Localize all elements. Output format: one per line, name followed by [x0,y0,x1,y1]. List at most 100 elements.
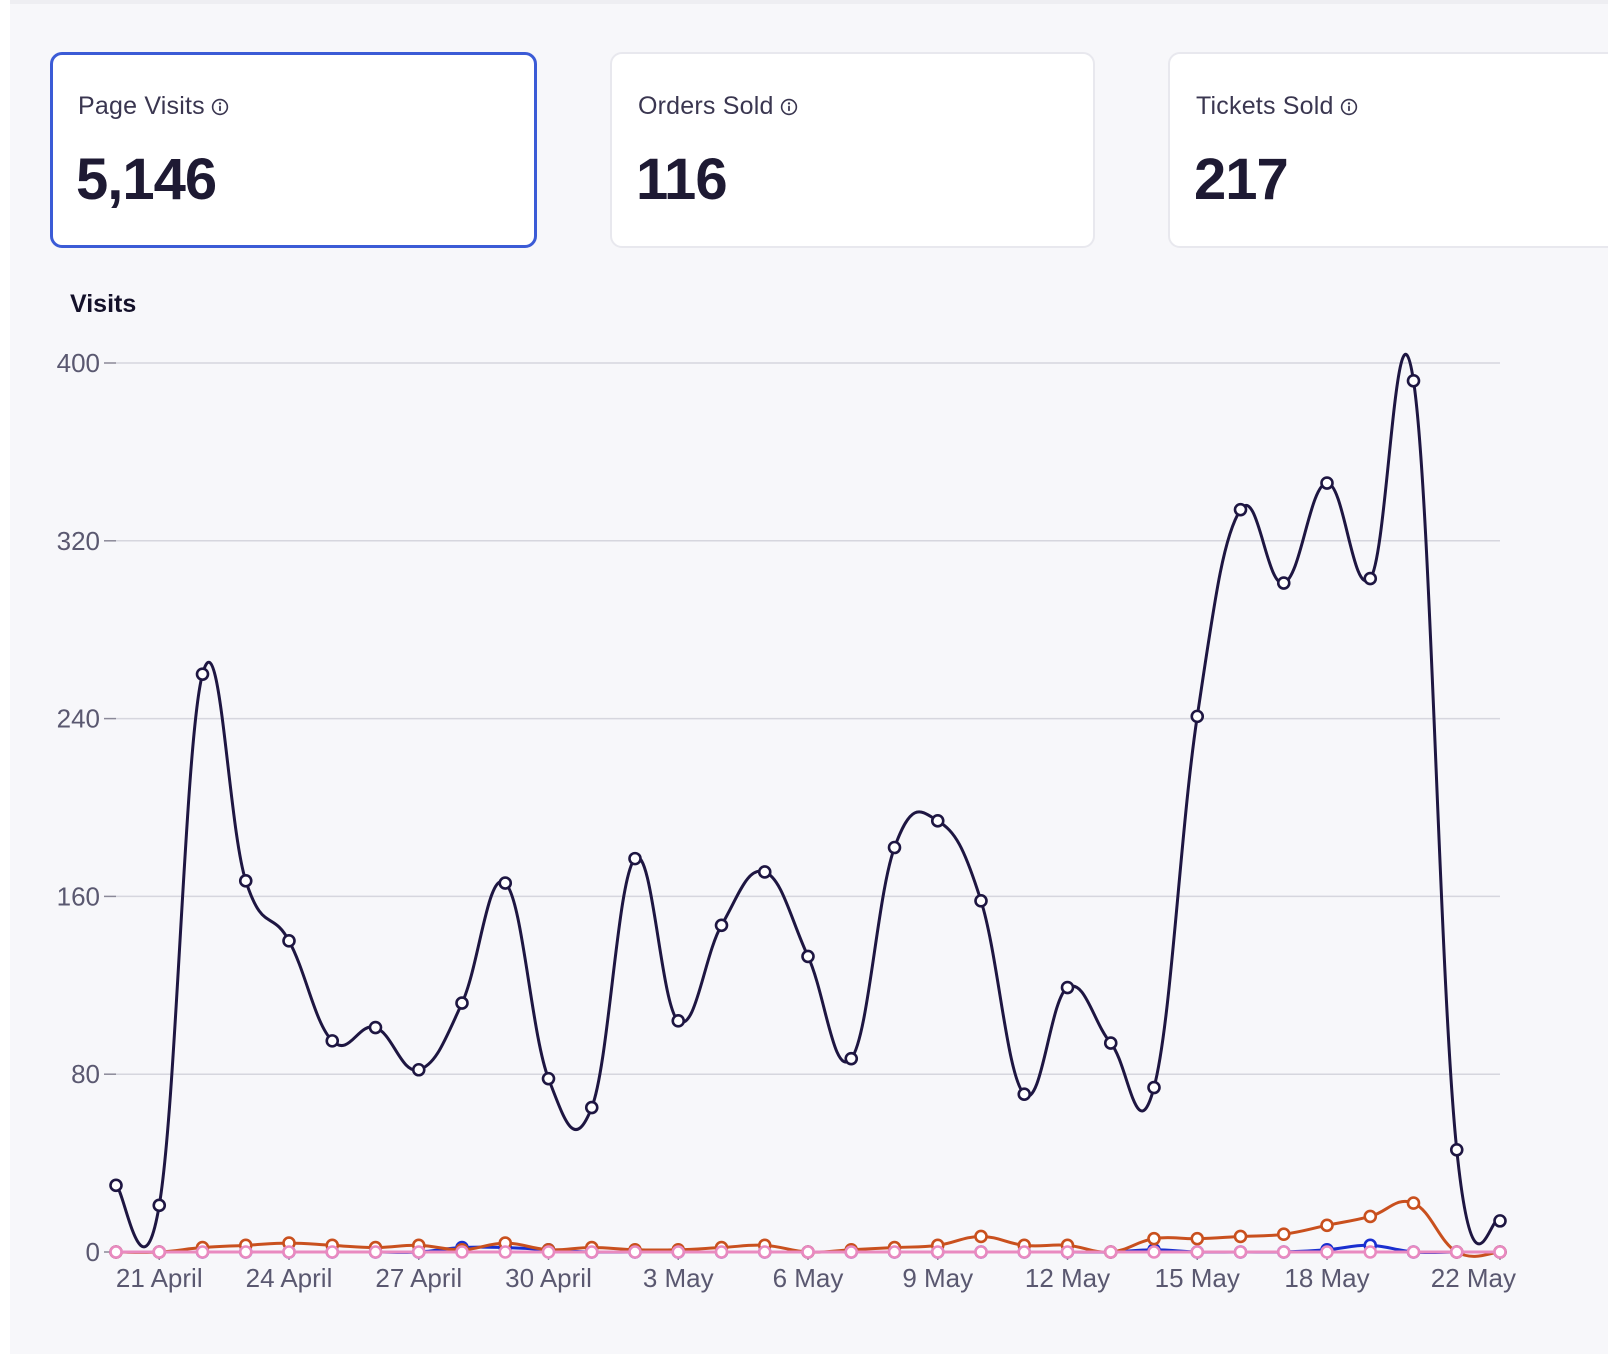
data-point [1363,1209,1378,1224]
data-point [1363,571,1378,586]
data-point [152,1245,167,1259]
data-point [411,1062,426,1077]
x-tick-label: 30 April [505,1263,592,1293]
data-point [498,1245,513,1259]
y-tick-label: 240 [57,704,100,734]
data-point [930,1245,945,1259]
metric-card-tickets-sold[interactable]: Tickets Sold 217 [1168,52,1608,248]
data-point [1276,1245,1291,1259]
data-point [1449,1142,1464,1157]
data-point [887,1245,902,1259]
data-point [671,1245,686,1259]
series-line [114,353,1502,1249]
y-tick-label: 80 [71,1059,100,1089]
data-point [1320,476,1334,490]
x-tick-label: 21 April [116,1263,203,1293]
data-point [628,1245,642,1259]
data-point [368,1020,383,1035]
data-point [1276,1227,1291,1242]
data-point [801,949,815,964]
data-point [757,1245,772,1259]
metric-value: 5,146 [76,147,217,212]
metric-label: Page Visits [78,92,205,120]
data-point [1276,576,1291,590]
y-tick-label: 0 [86,1237,100,1267]
data-point [1233,1245,1248,1259]
y-tick-label: 160 [57,881,100,911]
x-tick-label: 22 May [1431,1263,1516,1293]
data-point [1190,1245,1205,1259]
data-point [1493,1245,1507,1259]
info-icon[interactable] [211,98,229,116]
data-point [1363,1245,1378,1259]
y-tick-label: 320 [57,526,100,556]
data-point [541,1071,556,1086]
data-point [325,1034,340,1048]
data-point [498,876,513,890]
metric-value: 116 [636,147,728,212]
x-tick-label: 27 April [375,1263,462,1293]
metric-label-row: Tickets Sold [1196,92,1358,121]
data-point [1406,373,1421,388]
data-point [584,1245,599,1259]
data-point [455,1245,469,1259]
x-tick-label: 12 May [1025,1263,1110,1293]
data-point [1103,1036,1118,1050]
data-point [455,996,469,1010]
x-tick-label: 3 May [643,1263,714,1293]
data-point [195,1245,210,1259]
metric-label: Tickets Sold [1196,92,1334,120]
data-point [1017,1245,1032,1259]
metric-card-orders-sold[interactable]: Orders Sold 116 [610,52,1095,248]
data-point [1103,1245,1118,1259]
left-gutter [0,0,10,1354]
metric-card-page-visits[interactable]: Page Visits 5,146 [50,52,537,248]
data-point [974,894,988,908]
data-point [109,1245,123,1259]
data-point [801,1245,815,1259]
data-point [152,1198,167,1213]
info-icon[interactable] [1340,98,1358,116]
data-point [368,1245,383,1259]
data-point [1233,502,1248,517]
data-point [541,1245,556,1259]
top-edge [0,0,1608,4]
data-point [195,667,210,681]
data-point [1320,1245,1334,1259]
data-point [584,1100,599,1115]
data-point [628,851,642,866]
data-point [714,918,729,933]
data-point [1190,1231,1205,1246]
chart-title: Visits [70,290,137,318]
data-point [887,840,902,855]
data-point [1190,709,1205,724]
data-point [1233,1229,1248,1244]
data-point [974,1245,988,1259]
data-point [714,1245,729,1259]
data-point [411,1245,426,1259]
data-point [844,1051,859,1066]
data-point [844,1245,859,1259]
x-tick-label: 6 May [773,1263,844,1293]
y-tick-label: 400 [57,348,100,378]
data-point [671,1014,686,1028]
data-point [238,874,253,888]
data-point [282,1245,296,1259]
data-point [1320,1218,1334,1233]
data-point [1147,1231,1161,1246]
info-icon[interactable] [780,98,798,116]
data-point [1147,1080,1161,1095]
data-point [1406,1245,1421,1259]
x-tick-label: 24 April [246,1263,333,1293]
metric-label-row: Page Visits [78,92,229,121]
metric-label: Orders Sold [638,92,774,120]
data-point [1406,1196,1421,1210]
x-tick-label: 18 May [1284,1263,1369,1293]
data-point [1493,1214,1507,1228]
data-point [325,1245,340,1259]
x-tick-label: 9 May [902,1263,973,1293]
data-point [974,1229,988,1244]
data-point [1017,1087,1032,1102]
